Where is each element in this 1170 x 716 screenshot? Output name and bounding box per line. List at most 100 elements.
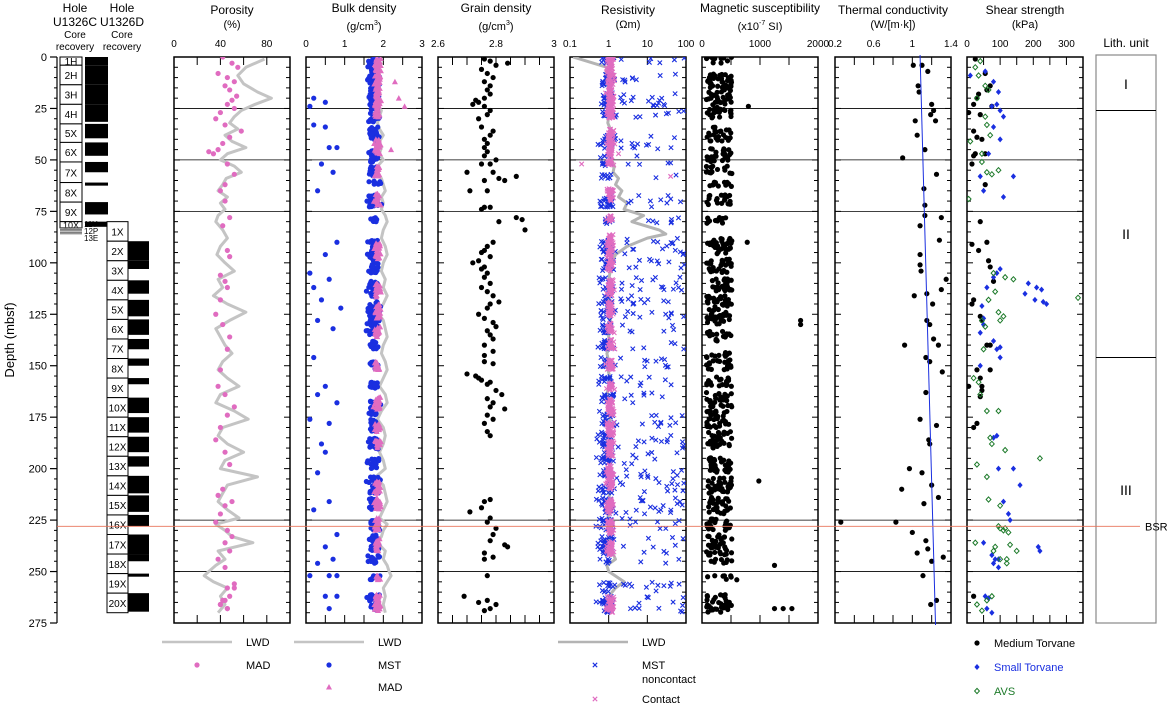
point-mst bbox=[311, 507, 317, 513]
point-mst bbox=[727, 170, 733, 176]
core-recovery-label: Core bbox=[64, 30, 86, 41]
point-mst-noncontact bbox=[646, 374, 652, 380]
point-mst bbox=[726, 256, 732, 262]
point-measured bbox=[940, 554, 946, 560]
point-mad bbox=[484, 328, 490, 334]
point-mad bbox=[487, 83, 493, 89]
point-mst-noncontact bbox=[681, 314, 686, 320]
point-mst-noncontact bbox=[624, 473, 630, 479]
point-mst bbox=[334, 400, 340, 406]
point-mad bbox=[481, 550, 487, 556]
point-mst-noncontact bbox=[596, 275, 602, 281]
depth-tick-label: 200 bbox=[29, 464, 47, 476]
point-mst bbox=[724, 58, 731, 64]
point-mst-noncontact bbox=[643, 142, 650, 148]
point-mst bbox=[369, 341, 375, 347]
depth-axis-label: Depth (mbsf) bbox=[2, 302, 17, 377]
point-mad bbox=[522, 227, 528, 233]
point-mad bbox=[481, 144, 487, 151]
point-mst bbox=[708, 518, 714, 524]
point-mst-noncontact bbox=[641, 549, 647, 555]
point-mad bbox=[222, 83, 228, 89]
point-mst bbox=[334, 144, 340, 151]
point-mad bbox=[464, 371, 470, 377]
point-mst bbox=[706, 509, 712, 515]
point-mst bbox=[719, 328, 726, 335]
point-mst bbox=[326, 498, 332, 505]
point-mst bbox=[728, 183, 734, 189]
legend-label: LWD bbox=[246, 637, 270, 649]
point-measured bbox=[917, 223, 923, 229]
point-mad bbox=[224, 284, 230, 291]
point-mad bbox=[478, 206, 485, 212]
point-mst-noncontact bbox=[630, 400, 636, 406]
point-mst-noncontact bbox=[672, 487, 678, 493]
x-tick-label: 0.6 bbox=[867, 39, 881, 50]
point-mad bbox=[487, 161, 493, 167]
point-mst bbox=[322, 544, 328, 550]
point-mst-noncontact bbox=[653, 412, 659, 418]
point-measured bbox=[902, 342, 908, 348]
panel-unit: (Ωm) bbox=[616, 19, 641, 31]
x-tick-label: 2.6 bbox=[431, 39, 445, 50]
point-mst-noncontact bbox=[653, 476, 659, 482]
point-mst-noncontact bbox=[657, 525, 663, 532]
legend-item-lwd: LWD bbox=[162, 637, 270, 649]
point-contact bbox=[608, 197, 614, 203]
point-mst-noncontact bbox=[657, 60, 663, 66]
point-mst-noncontact bbox=[668, 216, 675, 223]
point-mst bbox=[724, 518, 730, 524]
point-mst bbox=[367, 536, 373, 542]
point-mad bbox=[227, 134, 233, 140]
point-contact bbox=[609, 382, 615, 388]
point-mst-noncontact bbox=[670, 286, 676, 292]
point-mad bbox=[227, 87, 233, 93]
legend-label: MAD bbox=[246, 660, 271, 672]
point-mad bbox=[220, 57, 226, 60]
point-contact bbox=[608, 485, 614, 491]
point-mst-noncontact bbox=[598, 175, 604, 181]
point-mad bbox=[478, 161, 485, 167]
point-mst-noncontact bbox=[602, 588, 608, 594]
point-mst-noncontact bbox=[668, 340, 674, 346]
point-mst-noncontact bbox=[658, 438, 665, 444]
depth-tick-label: 25 bbox=[35, 103, 47, 115]
point-mst-noncontact bbox=[634, 141, 641, 147]
point-mst-noncontact bbox=[657, 72, 663, 79]
point-mst bbox=[709, 480, 715, 486]
point-mad bbox=[229, 533, 235, 540]
point-mst-noncontact bbox=[653, 437, 659, 443]
point-mst-noncontact bbox=[650, 218, 656, 224]
recovery-bar bbox=[128, 299, 149, 317]
point-mst bbox=[708, 558, 714, 564]
point-mad bbox=[227, 334, 233, 340]
point-mst bbox=[718, 604, 725, 610]
point-mad bbox=[493, 62, 499, 68]
point-mst bbox=[721, 396, 727, 402]
point-mst-noncontact bbox=[595, 432, 601, 438]
point-mst-noncontact bbox=[628, 98, 634, 104]
point-mad bbox=[231, 79, 237, 85]
point-mst bbox=[789, 605, 795, 612]
point-mad bbox=[493, 525, 499, 531]
point-mst bbox=[718, 609, 724, 615]
point-mst bbox=[307, 103, 313, 109]
point-contact bbox=[609, 57, 616, 61]
core-label: 18X bbox=[109, 560, 127, 571]
point-mad bbox=[373, 502, 380, 508]
point-mst-noncontact bbox=[673, 280, 679, 286]
point-mst bbox=[706, 89, 712, 95]
point-contact bbox=[606, 235, 612, 241]
core-label: 5X bbox=[65, 129, 78, 140]
point-mad bbox=[217, 188, 223, 194]
point-contact bbox=[607, 157, 613, 163]
point-mst-noncontact bbox=[626, 265, 632, 271]
point-mst bbox=[709, 146, 715, 152]
point-mad bbox=[375, 87, 382, 93]
point-mst-noncontact bbox=[597, 599, 603, 605]
point-mad bbox=[374, 395, 381, 402]
point-mad bbox=[374, 241, 381, 248]
point-contact bbox=[607, 196, 613, 203]
recovery-bar bbox=[85, 161, 108, 173]
point-mad bbox=[470, 260, 476, 266]
